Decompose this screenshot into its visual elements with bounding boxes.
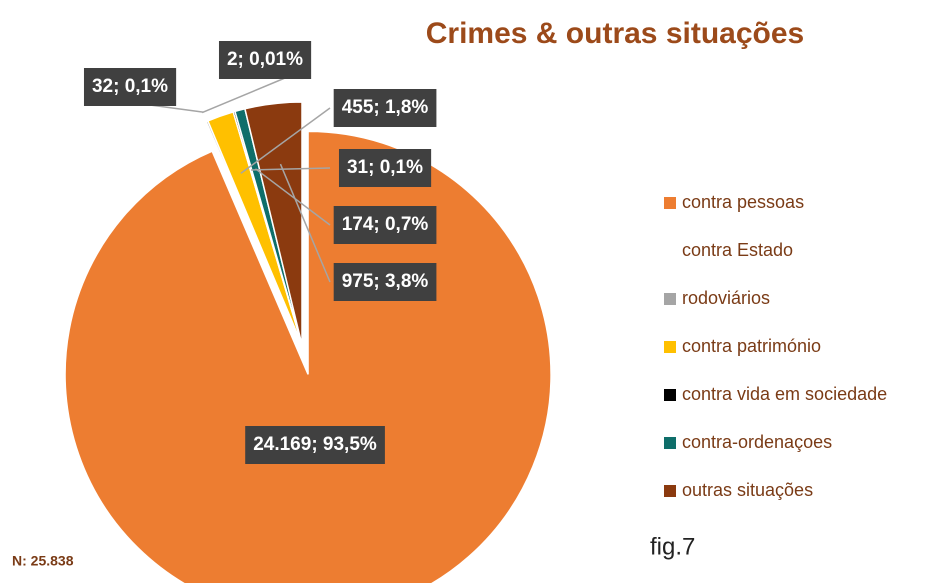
leader-line (279, 163, 331, 283)
legend-label: contra Estado (682, 240, 793, 260)
note: N: 25.838 (12, 553, 74, 569)
data-label-box (333, 206, 437, 244)
data-label-box (83, 68, 177, 106)
leader-line (240, 107, 331, 174)
data-label: 32; 0,1% (92, 76, 168, 97)
data-label-box (333, 89, 437, 127)
data-label: 455; 1,8% (342, 97, 429, 118)
leader-line (201, 77, 286, 114)
data-label: 174; 0,7% (342, 214, 429, 235)
legend-swatch (664, 197, 676, 209)
legend-swatch (664, 293, 676, 305)
pie-slice (244, 101, 303, 346)
legend-swatch (664, 341, 676, 353)
data-label: 975; 3,8% (342, 271, 429, 292)
legend-label: contra-ordenaçoes (682, 432, 832, 452)
legend-label: contra vida em sociedade (682, 384, 887, 404)
data-label-box (218, 41, 312, 79)
legend-swatch (664, 389, 676, 401)
legend-swatch (664, 485, 676, 497)
legend-swatch (664, 437, 676, 449)
data-label: 2; 0,01% (227, 49, 303, 70)
fig-label: fig.7 (650, 533, 695, 560)
leader-line (251, 167, 331, 171)
data-label-box (245, 426, 385, 464)
chart-title: Crimes & outras situações (426, 17, 804, 50)
leader-line (149, 104, 204, 113)
data-label: 31; 0,1% (347, 157, 423, 178)
leader-line (255, 168, 331, 226)
legend-label: contra pessoas (682, 192, 804, 212)
legend-label: contra património (682, 336, 821, 356)
data-label-box (333, 263, 437, 301)
data-label: 24.169; 93,5% (253, 434, 377, 455)
legend-label: outras situações (682, 480, 813, 500)
legend-label: rodoviários (682, 288, 770, 308)
legend-swatch (664, 245, 676, 257)
data-label-box (338, 149, 432, 187)
pie-slice (64, 130, 552, 588)
